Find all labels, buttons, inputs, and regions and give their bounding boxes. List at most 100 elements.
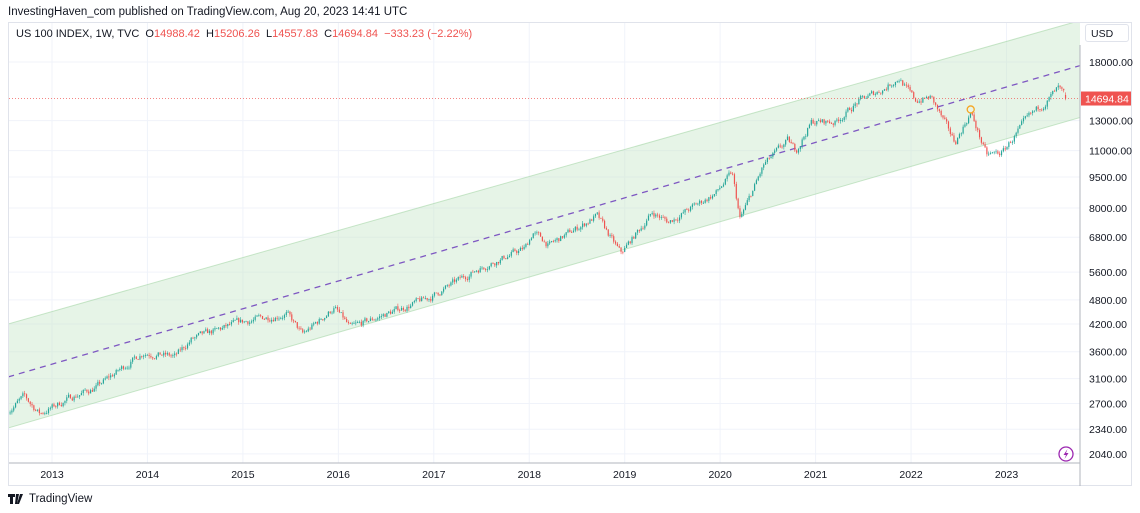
candle-body xyxy=(183,347,185,348)
candle-body xyxy=(377,318,379,320)
x-tick-label: 2019 xyxy=(613,469,637,481)
candle-body xyxy=(106,376,108,379)
candle-body xyxy=(724,178,726,185)
candle-body xyxy=(327,311,329,317)
candle-body xyxy=(554,240,556,242)
candle-body xyxy=(391,311,393,314)
candle-body xyxy=(408,306,410,309)
candle-body xyxy=(774,150,776,153)
candle-body xyxy=(475,270,478,272)
candle-body xyxy=(199,331,201,334)
candle-body xyxy=(494,263,496,266)
candle-body xyxy=(338,309,340,313)
candle-body xyxy=(785,139,787,145)
candle-body xyxy=(953,135,955,142)
candle-body xyxy=(1024,116,1026,119)
candle-body xyxy=(122,366,125,369)
candle-body xyxy=(753,184,756,191)
candle-body xyxy=(192,337,194,339)
candle-body xyxy=(585,223,587,226)
candle-body xyxy=(119,368,121,370)
candle-body xyxy=(104,378,106,380)
candle-body xyxy=(1017,128,1019,133)
candle-body xyxy=(799,146,801,150)
candle-body xyxy=(307,328,309,332)
candle-body xyxy=(95,385,97,389)
candle-body xyxy=(260,315,262,317)
candle-body xyxy=(1043,108,1045,110)
candle-body xyxy=(726,175,728,179)
candle-body xyxy=(245,321,247,323)
candle-body xyxy=(962,126,964,134)
candle-body xyxy=(717,189,719,191)
candle-body xyxy=(744,205,747,210)
candle-body xyxy=(711,195,714,199)
candle-body xyxy=(378,316,381,319)
candle-body xyxy=(925,96,928,99)
candle-body xyxy=(969,113,972,118)
symbol-name: US 100 INDEX, 1W, TVC xyxy=(16,28,140,40)
candle-body xyxy=(179,349,181,351)
candle-body xyxy=(1052,90,1054,95)
candle-body xyxy=(97,381,99,386)
candle-body xyxy=(944,117,946,120)
candle-body xyxy=(13,407,15,411)
candle-body xyxy=(821,119,823,122)
lightning-icon[interactable] xyxy=(1058,446,1074,462)
candle-body xyxy=(486,269,489,271)
candle-body xyxy=(126,367,128,369)
candle-body xyxy=(296,322,298,328)
candle-body xyxy=(1006,147,1008,150)
candle-body xyxy=(393,309,395,312)
candle-body xyxy=(730,172,732,174)
candle-body xyxy=(995,151,997,153)
candle-body xyxy=(20,396,22,399)
tradingview-brand[interactable]: TradingView xyxy=(8,493,92,505)
candle-body xyxy=(1022,118,1025,122)
candle-body xyxy=(827,120,829,122)
candle-body xyxy=(88,391,90,394)
candle-body xyxy=(58,402,61,406)
candle-body xyxy=(141,356,143,357)
chart-panel[interactable] xyxy=(8,22,1132,486)
candle-body xyxy=(686,209,688,211)
candle-body xyxy=(221,327,223,330)
candle-body xyxy=(512,249,514,253)
candle-body xyxy=(108,376,110,378)
candle-body xyxy=(843,117,845,120)
candle-body xyxy=(852,105,854,112)
tradingview-logo-icon xyxy=(8,494,23,504)
currency-button[interactable]: USD xyxy=(1085,24,1129,42)
candle-body xyxy=(263,319,265,320)
candle-body xyxy=(159,352,161,355)
candle-body xyxy=(721,186,723,188)
candle-body xyxy=(325,316,328,319)
y-tick-label: 18000.00 xyxy=(1089,57,1133,69)
candle-body xyxy=(8,413,9,415)
candle-body xyxy=(869,93,871,96)
candle-body xyxy=(261,316,264,320)
candle-body xyxy=(481,267,483,269)
candle-body xyxy=(900,80,902,82)
candle-body xyxy=(93,388,95,392)
candle-body xyxy=(1048,97,1050,101)
y-tick-label: 2700.00 xyxy=(1089,398,1127,410)
candle-body xyxy=(205,329,207,332)
candle-body xyxy=(289,311,291,315)
candle-body xyxy=(384,314,386,317)
candle-body xyxy=(320,319,322,320)
candle-body xyxy=(614,241,617,244)
candle-body xyxy=(347,322,350,324)
candle-body xyxy=(64,400,66,403)
candle-body xyxy=(250,321,253,323)
candle-body xyxy=(722,184,725,187)
candle-body xyxy=(616,243,618,247)
candle-body xyxy=(490,263,492,267)
candle-body xyxy=(849,107,851,110)
candle-body xyxy=(459,276,461,278)
candle-body xyxy=(177,349,179,354)
candle-body xyxy=(375,319,377,321)
candle-body xyxy=(77,396,79,398)
candle-body xyxy=(216,328,218,329)
